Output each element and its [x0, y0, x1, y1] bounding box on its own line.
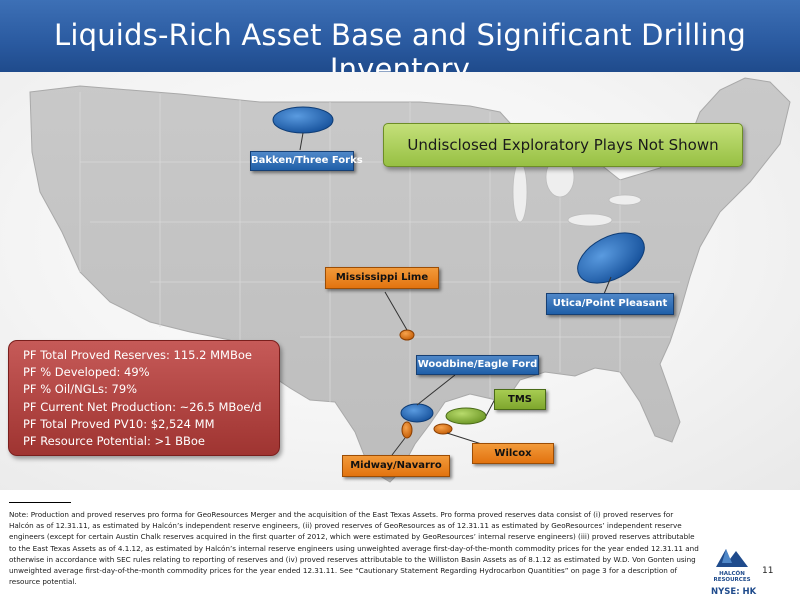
woodbine-eagle-ford-label: Woodbine/Eagle Ford [416, 355, 539, 375]
undisclosed-plays-callout: Undisclosed Exploratory Plays Not Shown [383, 123, 743, 167]
mississippi-play-marker [399, 329, 415, 341]
logo-wordmark: HALCÓN RESOURCES [713, 571, 751, 583]
utica-label: Utica/Point Pleasant [546, 293, 674, 315]
utica-play-marker [577, 232, 645, 284]
halcon-logo-icon [716, 549, 748, 567]
wilcox-play-marker [433, 423, 453, 435]
tms-label: TMS [494, 389, 546, 410]
footnote-text: Note: Production and proved reserves pro… [9, 510, 699, 587]
midway-navarro-label: Midway/Navarro [342, 455, 450, 477]
woodbine-play-marker [400, 403, 434, 423]
ticker-symbol: NYSE: HK [711, 587, 757, 597]
wilcox-label: Wilcox [472, 443, 554, 464]
mississippi-lime-label: Mississippi Lime [325, 267, 439, 289]
stat-total-proved-pv10: PF Total Proved PV10: $2,524 MM [23, 416, 215, 431]
midway-play-marker [401, 421, 413, 439]
stat-current-net-production: PF Current Net Production: ~26.5 MBoe/d [23, 399, 262, 414]
slide-title: Liquids-Rich Asset Base and Significant … [53, 18, 747, 86]
stat-percent-oil-ngls: PF % Oil/NGLs: 79% [23, 382, 138, 397]
page-number: 11 [762, 566, 774, 576]
stat-resource-potential: PF Resource Potential: >1 BBoe [23, 434, 206, 449]
bakken-play-marker [272, 106, 334, 134]
stat-total-proved-reserves: PF Total Proved Reserves: 115.2 MMBoe [23, 348, 252, 362]
stat-percent-developed: PF % Developed: 49% [23, 365, 150, 380]
pro-forma-stats-box: PF Total Proved Reserves: 115.2 MMBoe PF… [8, 340, 280, 456]
bakken-label: Bakken/Three Forks [250, 151, 363, 171]
title-bar: Liquids-Rich Asset Base and Significant … [0, 0, 800, 86]
footnote-divider [9, 502, 71, 503]
tms-play-marker [445, 407, 487, 425]
